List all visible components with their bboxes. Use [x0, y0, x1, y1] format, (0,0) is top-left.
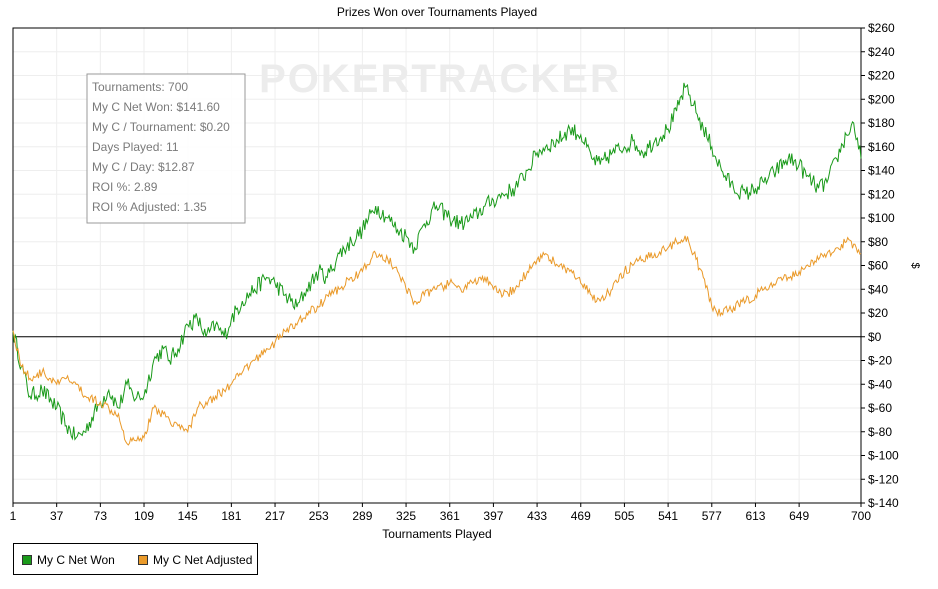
y-tick-label: $160: [868, 140, 895, 154]
y-axis-label: $: [909, 262, 921, 268]
y-tick-label: $-60: [868, 401, 892, 415]
x-tick-label: 613: [745, 509, 765, 523]
x-tick-label: 253: [309, 509, 329, 523]
series-line-0: [12, 82, 862, 441]
x-tick-label: 325: [396, 509, 416, 523]
y-tick-label: $120: [868, 187, 895, 201]
x-tick-label: 397: [483, 509, 503, 523]
y-tick-label: $20: [868, 306, 888, 320]
x-axis-label: Tournaments Played: [382, 527, 491, 541]
y-tick-label: $100: [868, 211, 895, 225]
x-tick-label: 289: [352, 509, 372, 523]
y-tick-label: $260: [868, 21, 895, 35]
x-tick-label: 649: [789, 509, 809, 523]
y-tick-label: $-20: [868, 354, 892, 368]
stats-line: ROI % Adjusted: 1.35: [92, 200, 207, 214]
legend-item-net-adjusted: My C Net Adjusted: [138, 553, 252, 567]
y-tick-label: $140: [868, 164, 895, 178]
y-tick-label: $40: [868, 282, 888, 296]
y-tick-label: $200: [868, 92, 895, 106]
legend-swatch-net-adjusted: [138, 555, 148, 565]
x-tick-label: 73: [94, 509, 108, 523]
x-tick-label: 109: [134, 509, 154, 523]
x-tick-label: 577: [702, 509, 722, 523]
stats-line: My C Net Won: $141.60: [92, 100, 220, 114]
y-tick-label: $220: [868, 69, 895, 83]
x-tick-label: 541: [658, 509, 678, 523]
watermark-logo: POKERTRACKER: [259, 57, 621, 101]
x-tick-label: 181: [221, 509, 241, 523]
stats-line: Days Played: 11: [92, 140, 179, 154]
x-tick-label: 700: [851, 509, 871, 523]
x-tick-label: 1: [10, 509, 17, 523]
y-tick-label: $-120: [868, 472, 899, 486]
y-tick-label: $-140: [868, 496, 899, 510]
stats-line: My C / Day: $12.87: [92, 160, 195, 174]
y-tick-label: $-80: [868, 425, 892, 439]
legend-label-net-won: My C Net Won: [37, 553, 115, 567]
x-tick-label: 361: [440, 509, 460, 523]
y-tick-label: $-40: [868, 377, 892, 391]
y-tick-label: $80: [868, 235, 888, 249]
legend-label-net-adjusted: My C Net Adjusted: [153, 553, 253, 567]
stats-box: [86, 73, 246, 224]
y-tick-label: $60: [868, 259, 888, 273]
x-tick-label: 469: [571, 509, 591, 523]
stats-line: ROI %: 2.89: [92, 180, 158, 194]
x-tick-label: 505: [614, 509, 634, 523]
legend-swatch-net-won: [22, 555, 32, 565]
y-tick-label: $180: [868, 116, 895, 130]
x-tick-label: 217: [265, 509, 285, 523]
y-tick-label: $0: [868, 330, 882, 344]
y-tick-label: $-100: [868, 449, 899, 463]
x-tick-label: 145: [178, 509, 198, 523]
stats-line: My C / Tournament: $0.20: [92, 120, 230, 134]
legend-item-net-won: My C Net Won: [22, 553, 115, 567]
x-tick-label: 37: [50, 509, 64, 523]
y-tick-label: $240: [868, 45, 895, 59]
stats-line: Tournaments: 700: [92, 80, 188, 94]
chart-title: Prizes Won over Tournaments Played: [337, 5, 537, 19]
series-line-1: [12, 235, 862, 446]
x-tick-label: 433: [527, 509, 547, 523]
legend: My C Net Won My C Net Adjusted: [13, 543, 258, 575]
